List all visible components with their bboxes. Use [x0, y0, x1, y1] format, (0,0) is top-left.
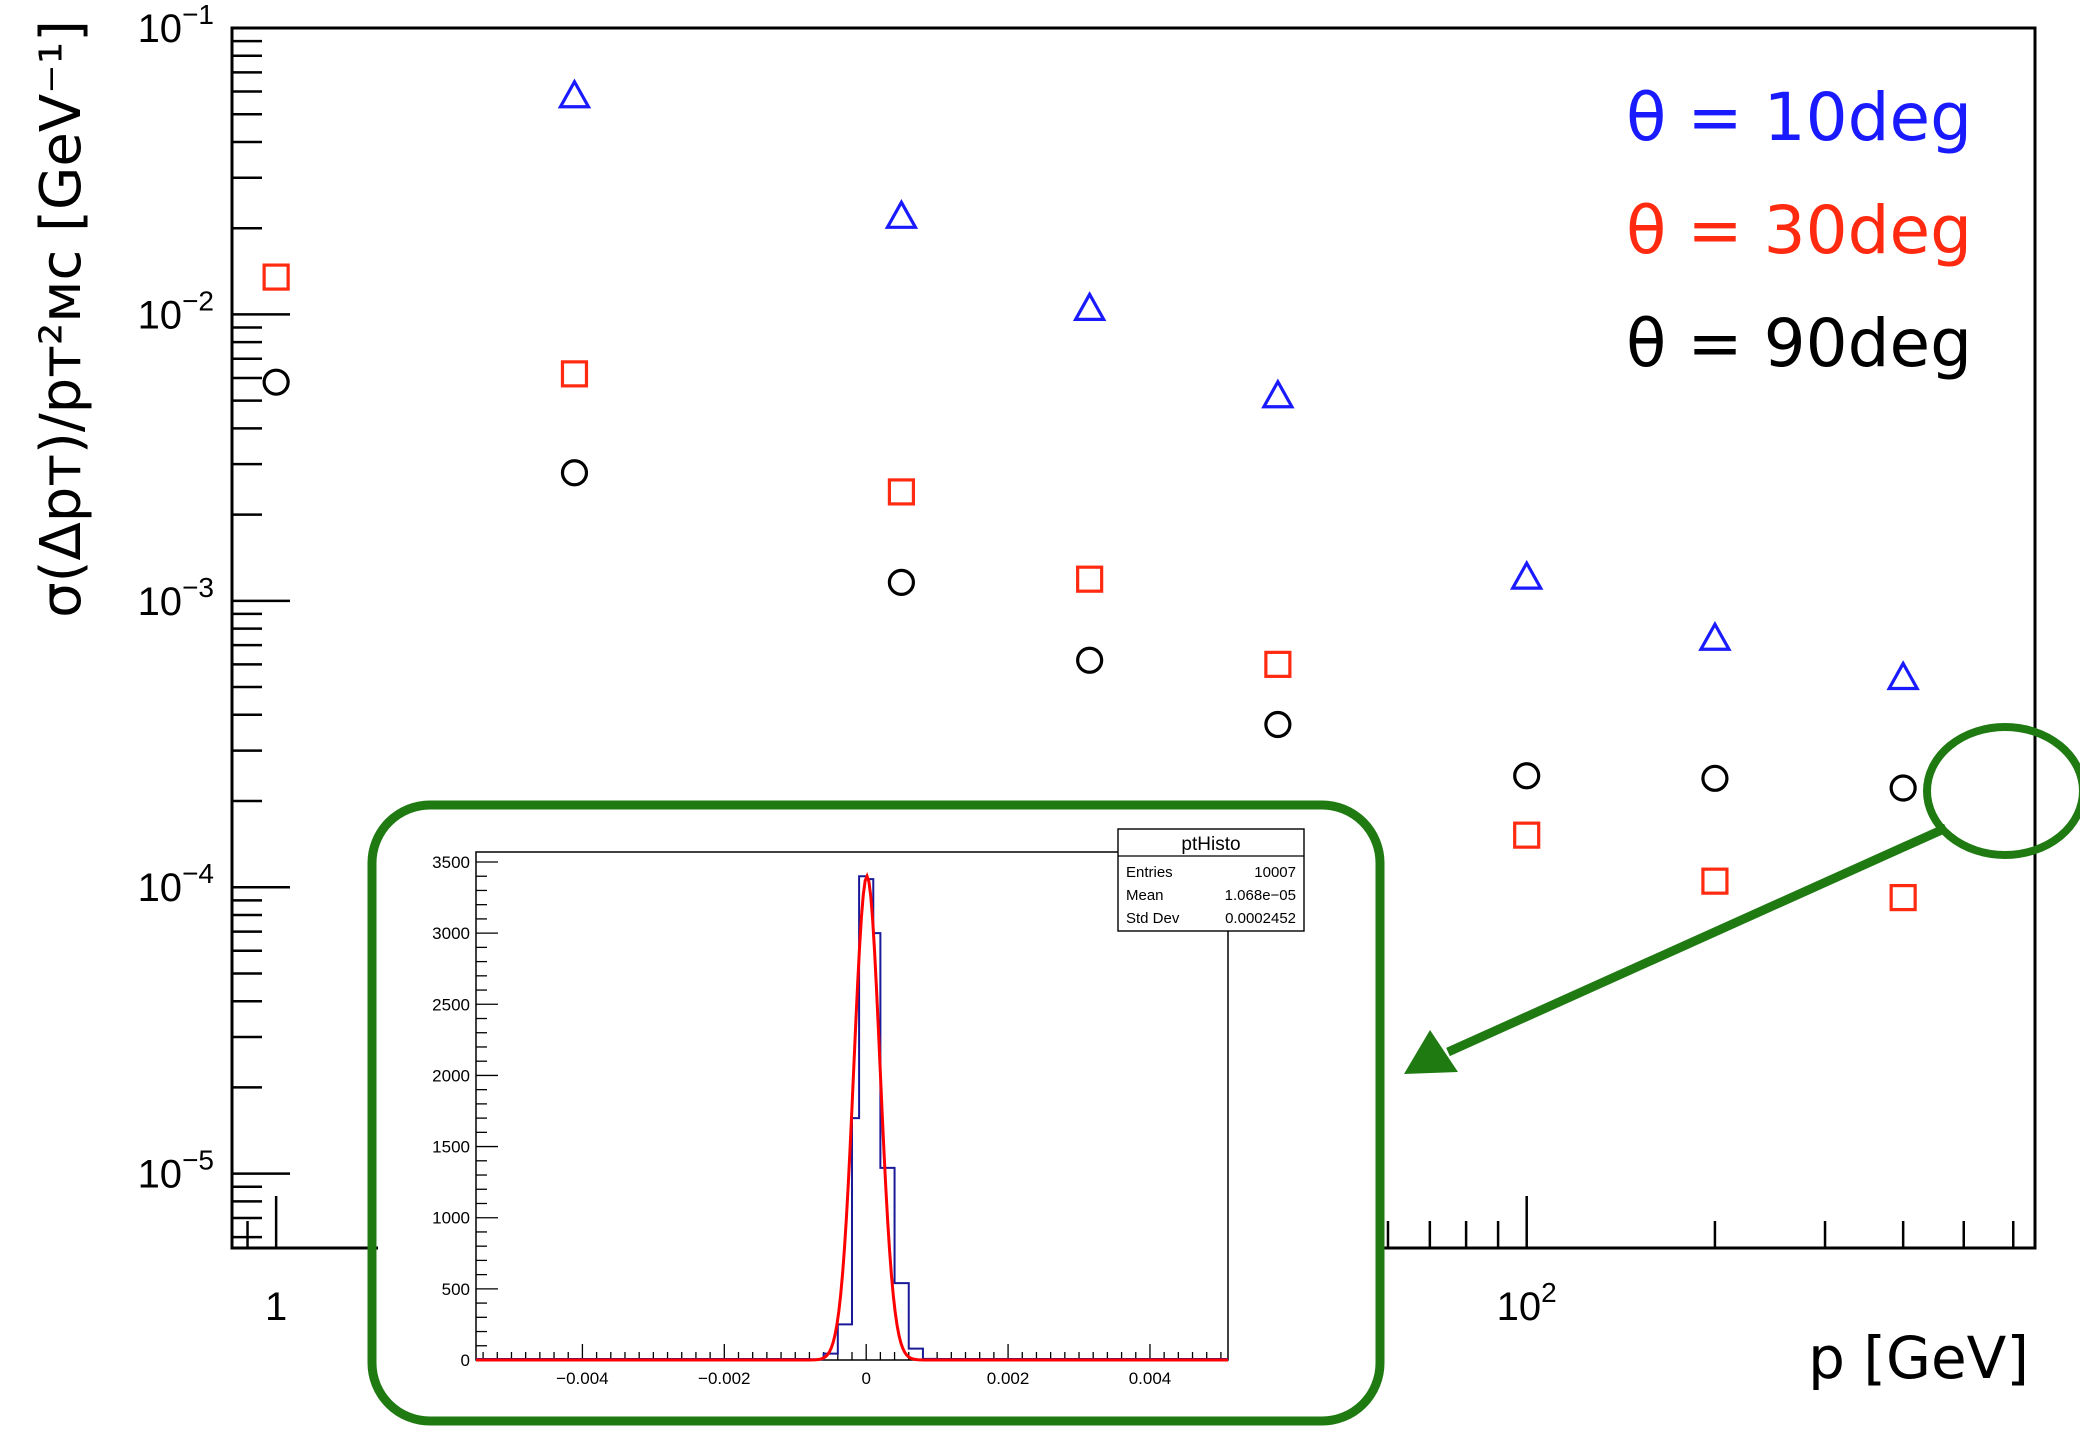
inset-y-tick-label: 0 [461, 1351, 470, 1370]
circle-marker [1513, 762, 1541, 790]
stats-box-frame [1117, 828, 1305, 932]
triangle-marker [557, 78, 592, 109]
triangle-marker [1509, 559, 1544, 590]
circle-marker [1889, 774, 1917, 802]
stats-box: ptHisto Entries 10007 Mean 1.068e−05 Std Dev 0… [1117, 828, 1305, 932]
triangle-marker [884, 199, 919, 229]
y-axis-title: σ(Δpᴛ)/pᴛ²ᴍᴄ [GeV⁻¹] [29, 20, 94, 618]
circle-marker [262, 368, 290, 396]
inset-x-tick-label: 0.002 [987, 1369, 1030, 1388]
circle-marker [1076, 646, 1104, 674]
x-tick-label: 1 [265, 1285, 287, 1329]
main-plot: 10−1 10−2 10−3 10−4 10−5 1 102 p [GeV] σ(Δpᴛ)… [29, 0, 2037, 1392]
square-marker [887, 478, 916, 506]
y-tick-label: 10−5 [138, 1145, 214, 1197]
x-axis-title: p [GeV] [1808, 1324, 2029, 1392]
annotation-arrow [1446, 823, 1948, 1057]
inset-y-tick-label: 2500 [432, 995, 470, 1014]
inset-y-tick-label: 1500 [432, 1138, 470, 1157]
circle-marker [887, 568, 916, 596]
inset-y-tick-labels: 0 500 1000 1500 2000 2500 3000 3500 [432, 853, 470, 1370]
stats-title: ptHisto [1181, 834, 1240, 855]
triangle-marker [1261, 378, 1295, 409]
square-marker [1513, 821, 1541, 849]
inset-x-tick-label: −0.004 [556, 1369, 608, 1388]
inset-x-tick-label: −0.002 [698, 1369, 750, 1388]
inset-y-tick-label: 1000 [432, 1209, 470, 1228]
x-tick-label: 102 [1497, 1277, 1557, 1329]
y-tick-label: 10−1 [138, 0, 214, 51]
y-axis-ticks [232, 26, 290, 1239]
stats-label: Entries [1126, 864, 1173, 881]
inset-x-tick-label: 0.004 [1129, 1369, 1172, 1388]
legend-entry: θ = 30deg [1626, 192, 1972, 269]
legend-entry: θ = 10deg [1626, 79, 1972, 156]
inset-highlight-box [367, 800, 1385, 1426]
inset-x-tick-labels: −0.004 −0.002 0 0.002 0.004 [556, 1369, 1171, 1388]
y-axis-tick-labels: 10−1 10−2 10−3 10−4 10−5 [138, 0, 214, 1197]
stats-value: 1.068e−05 [1225, 887, 1296, 904]
y-tick-label: 10−3 [138, 572, 214, 624]
square-marker [1701, 867, 1729, 895]
stats-label: Mean [1126, 887, 1164, 904]
triangle-marker [1072, 291, 1107, 321]
stats-value: 10007 [1254, 864, 1296, 881]
stats-value: 0.0002452 [1225, 910, 1296, 927]
circle-marker [1701, 764, 1729, 792]
inset-y-ticks [476, 861, 498, 1361]
inset-y-tick-label: 500 [442, 1280, 470, 1299]
inset-y-tick-label: 3000 [432, 924, 470, 943]
y-tick-label: 10−2 [138, 285, 214, 337]
inset-y-tick-label: 2000 [432, 1066, 470, 1085]
highlight-ellipse [1923, 723, 2080, 859]
triangle-marker [1886, 660, 1920, 691]
square-marker [1264, 650, 1292, 678]
stats-label: Std Dev [1126, 910, 1180, 927]
circle-marker [560, 459, 589, 487]
inset-x-tick-label: 0 [861, 1369, 870, 1388]
x-axis-tick-labels: 1 102 [265, 1277, 1557, 1329]
legend: θ = 10deg θ = 30deg θ = 90deg [1626, 79, 1972, 382]
square-marker [560, 360, 589, 388]
data-markers [262, 78, 1920, 912]
square-marker [1076, 565, 1104, 593]
gaussian-fit-curve [476, 872, 1228, 1362]
histogram-outline [476, 875, 1228, 1361]
triangle-marker [1698, 620, 1732, 651]
legend-entry: θ = 90deg [1626, 305, 1972, 382]
y-tick-label: 10−4 [138, 858, 214, 910]
circle-marker [1264, 710, 1292, 739]
square-marker [1889, 883, 1917, 912]
square-marker [262, 263, 290, 291]
annotation-arrow-head [1404, 1030, 1458, 1074]
inset-y-tick-label: 3500 [432, 853, 470, 872]
